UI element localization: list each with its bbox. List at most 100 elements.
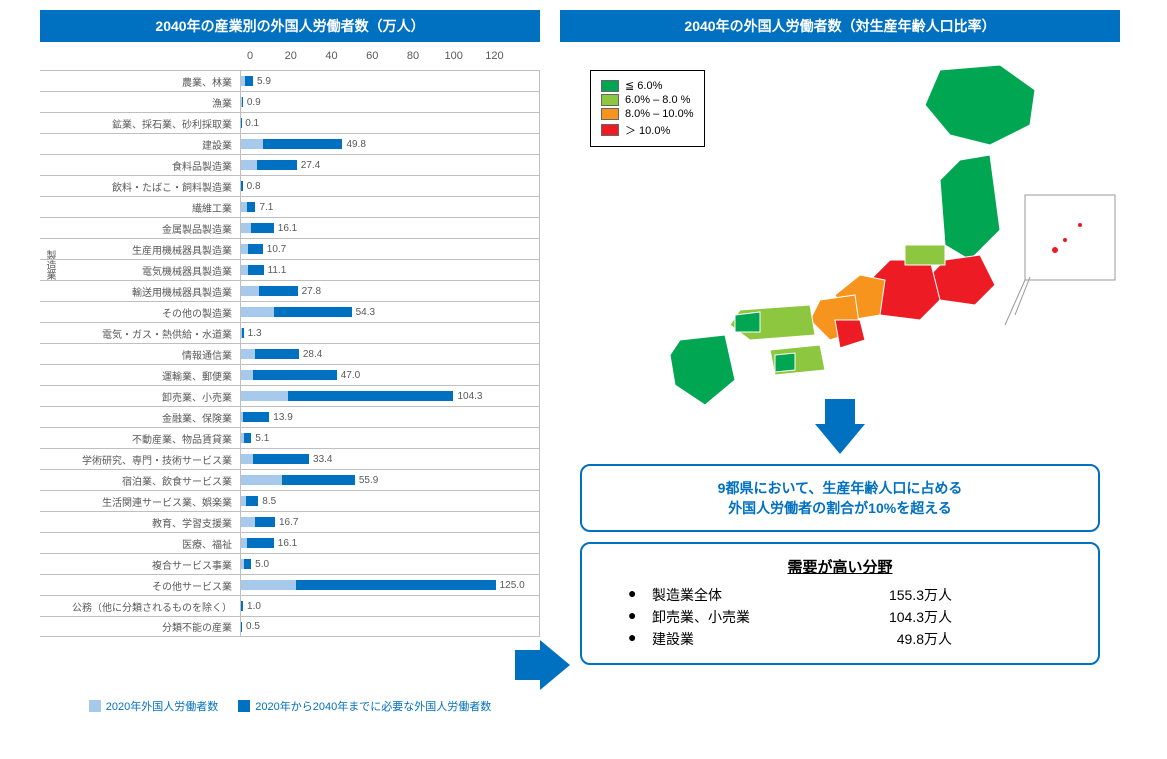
bar-segment-growth bbox=[274, 307, 352, 317]
bar-segment-growth bbox=[257, 160, 297, 170]
bar-value: 1.0 bbox=[247, 601, 261, 612]
bar-label: 生活関連サービス業、娯楽業 bbox=[40, 494, 240, 509]
bar-row: 複合サービス事業5.0 bbox=[40, 553, 540, 574]
bar-segment-growth bbox=[241, 622, 242, 632]
map-legend-swatch bbox=[601, 80, 619, 92]
japan-map: ≦ 6.0%6.0% – 8.0 %8.0% – 10.0%＞ 10.0% bbox=[560, 50, 1120, 420]
demand-label: 製造業全体 bbox=[652, 585, 832, 605]
bar-row: 漁業 0.9 bbox=[40, 91, 540, 112]
bar-label: 教育、学習支援業 bbox=[40, 515, 240, 530]
bar-row: 輸送用機械器具製造業27.8 bbox=[40, 280, 540, 301]
bar-track: 49.8 bbox=[240, 134, 540, 155]
bar-segment-growth bbox=[247, 538, 274, 548]
bar-value: 7.1 bbox=[259, 202, 273, 213]
bar-segment-growth bbox=[242, 328, 244, 338]
bar-segment-2020 bbox=[241, 139, 263, 149]
bar-value: 13.9 bbox=[273, 412, 292, 423]
x-tick: 80 bbox=[407, 50, 419, 62]
x-tick: 60 bbox=[366, 50, 378, 62]
bar-segment-growth bbox=[288, 391, 454, 401]
bar-track: 0.9 bbox=[240, 92, 540, 113]
bullet-icon: ● bbox=[628, 629, 652, 649]
bar-track: 16.1 bbox=[240, 218, 540, 239]
bar-value: 10.7 bbox=[267, 244, 286, 255]
bar-row: 生産用機械器具製造業 10.7 bbox=[40, 238, 540, 259]
bar-value: 5.1 bbox=[255, 433, 269, 444]
bar-row: 電気機械器具製造業11.1 bbox=[40, 259, 540, 280]
bar-row: 建設業49.8 bbox=[40, 133, 540, 154]
map-legend-row: 6.0% – 8.0 % bbox=[601, 94, 694, 106]
bar-row: 電気・ガス・熱供給・水道業1.3 bbox=[40, 322, 540, 343]
bar-row: 農業、林業5.9 bbox=[40, 70, 540, 91]
okinawa-dot2 bbox=[1063, 238, 1067, 242]
bar-track: 0.8 bbox=[240, 176, 540, 197]
bar-track: 125.0 bbox=[240, 575, 540, 596]
callout1-line1: 9都県において、生産年齢人口に占める bbox=[598, 478, 1082, 498]
bar-segment-growth bbox=[255, 349, 299, 359]
bar-label: 飲料・たばこ・飼料製造業 bbox=[40, 179, 240, 194]
bar-row: 医療、福祉16.1 bbox=[40, 532, 540, 553]
bar-segment-2020 bbox=[241, 265, 248, 275]
bar-label: 電気・ガス・熱供給・水道業 bbox=[40, 326, 240, 341]
bar-value: 16.1 bbox=[278, 223, 297, 234]
callout-demand: 需要が高い分野 ●製造業全体155.3万人●卸売業、小売業104.3万人●建設業… bbox=[580, 542, 1100, 665]
bar-segment-growth bbox=[248, 244, 263, 254]
bar-track: 55.9 bbox=[240, 470, 540, 491]
inset-line2 bbox=[1005, 280, 1025, 325]
bar-chart: 製造業 020406080100120 農業、林業5.9漁業0.9鉱業、採石業、… bbox=[40, 50, 540, 690]
map-legend-label: 8.0% – 10.0% bbox=[625, 108, 694, 120]
bar-label: 漁業 bbox=[40, 95, 240, 110]
inset-line1 bbox=[1015, 277, 1030, 315]
bar-segment-2020 bbox=[241, 454, 253, 464]
bullet-icon: ● bbox=[628, 607, 652, 627]
hokkaido bbox=[925, 65, 1035, 145]
bar-value: 0.5 bbox=[246, 621, 260, 632]
bar-track: 16.7 bbox=[240, 512, 540, 533]
bar-segment-2020 bbox=[241, 307, 274, 317]
bar-value: 104.3 bbox=[457, 391, 482, 402]
bar-value: 33.4 bbox=[313, 454, 332, 465]
bar-label: 生産用機械器具製造業 bbox=[40, 242, 240, 257]
bar-row: 学術研究、専門・技術サービス業33.4 bbox=[40, 448, 540, 469]
callout-summary: 9都県において、生産年齢人口に占める 外国人労働者の割合が10%を超える bbox=[580, 464, 1100, 532]
bar-row: 不動産業、物品賃貸業5.1 bbox=[40, 427, 540, 448]
hokuriku bbox=[905, 245, 945, 265]
map-legend-swatch bbox=[601, 124, 619, 136]
map-legend-row: 8.0% – 10.0% bbox=[601, 108, 694, 120]
legend-item: 2020年外国人労働者数 bbox=[89, 698, 218, 714]
x-tick: 0 bbox=[247, 50, 253, 62]
bar-segment-growth bbox=[244, 433, 251, 443]
demand-row: ●建設業49.8万人 bbox=[598, 629, 1082, 649]
bar-segment-growth bbox=[296, 580, 496, 590]
bar-row: 鉱業、採石業、砂利採取業0.1 bbox=[40, 112, 540, 133]
bar-track: 27.8 bbox=[240, 281, 540, 302]
bar-label: 宿泊業、飲食サービス業 bbox=[40, 473, 240, 488]
bar-segment-growth bbox=[259, 286, 297, 296]
arrow-right-icon bbox=[540, 640, 570, 690]
kochi bbox=[775, 353, 795, 372]
bar-track: 1.3 bbox=[240, 323, 540, 344]
bar-row: 飲料・たばこ・飼料製造業0.8 bbox=[40, 175, 540, 196]
bar-value: 0.9 bbox=[247, 97, 261, 108]
bullet-icon: ● bbox=[628, 585, 652, 605]
bar-value: 11.1 bbox=[268, 265, 287, 276]
map-legend-swatch bbox=[601, 108, 619, 120]
bar-segment-2020 bbox=[241, 580, 296, 590]
bar-track: 0.1 bbox=[240, 113, 540, 134]
bar-label: その他の製造業 bbox=[40, 305, 240, 320]
bar-value: 5.0 bbox=[255, 559, 269, 570]
bar-row: 卸売業、小売業104.3 bbox=[40, 385, 540, 406]
bar-label: 公務（他に分類されるものを除く） bbox=[40, 599, 240, 614]
bar-value: 28.4 bbox=[303, 349, 322, 360]
left-panel: 2040年の産業別の外国人労働者数（万人） 製造業 02040608010012… bbox=[40, 10, 540, 714]
legend-swatch bbox=[89, 700, 101, 712]
left-title: 2040年の産業別の外国人労働者数（万人） bbox=[40, 10, 540, 42]
bar-track: 11.1 bbox=[240, 260, 540, 281]
bar-segment-growth bbox=[263, 139, 342, 149]
bar-track: 104.3 bbox=[240, 386, 540, 407]
bar-label: 運輸業、郵便業 bbox=[40, 368, 240, 383]
bar-row: 繊維工業7.1 bbox=[40, 196, 540, 217]
bar-value: 27.4 bbox=[301, 160, 320, 171]
demand-row: ●卸売業、小売業104.3万人 bbox=[598, 607, 1082, 627]
bar-row: その他の製造業54.3 bbox=[40, 301, 540, 322]
